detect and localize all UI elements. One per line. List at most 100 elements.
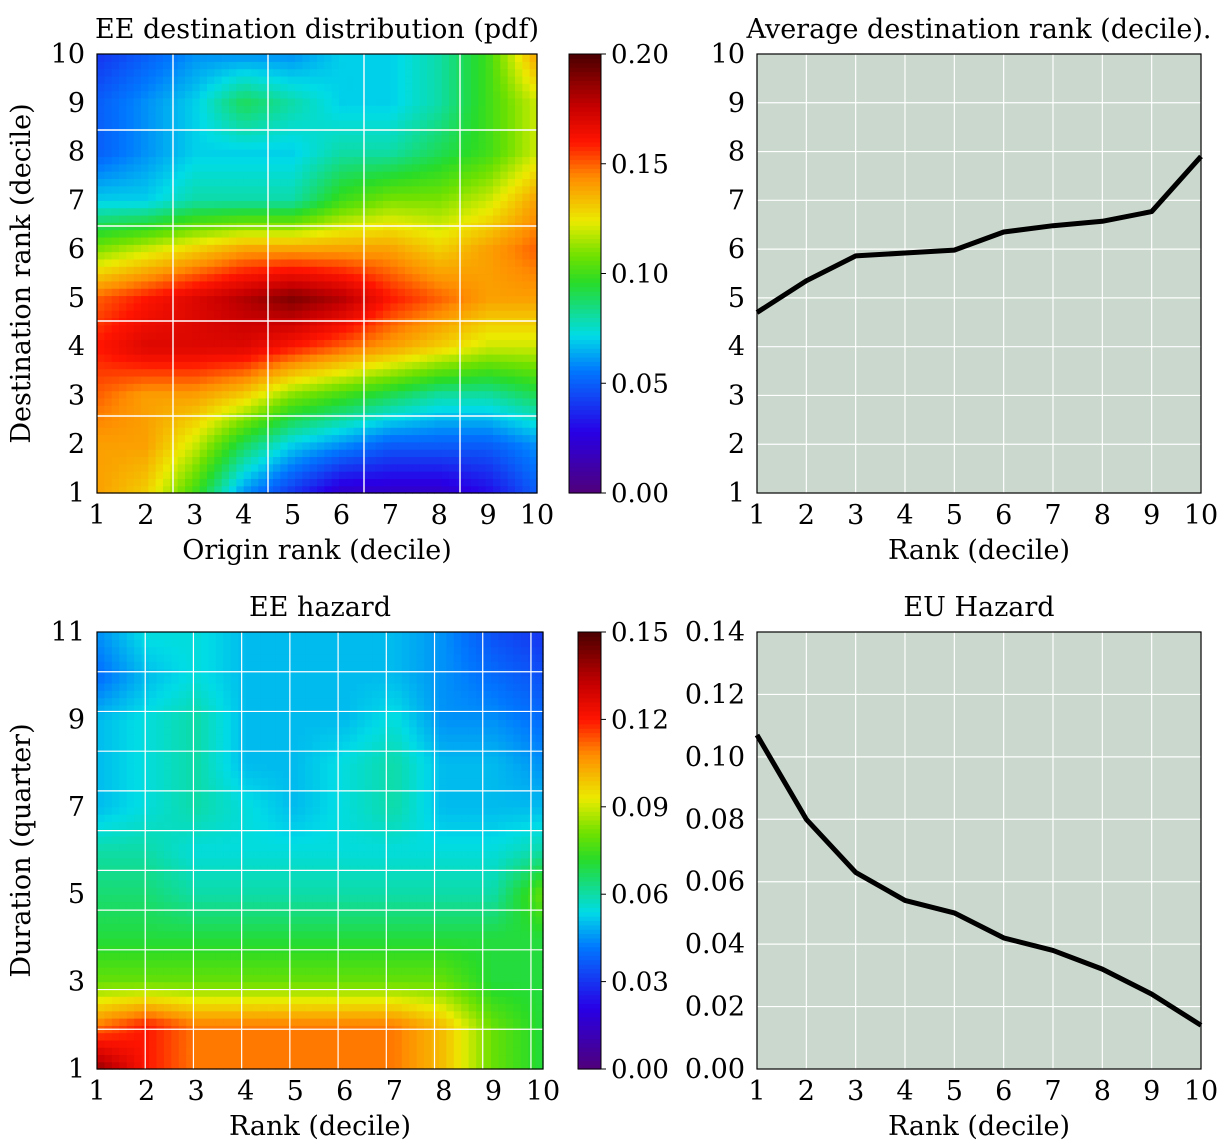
colorbar-step xyxy=(569,168,601,174)
heatmap-cell xyxy=(342,1018,351,1026)
heatmap-cell xyxy=(312,1039,321,1048)
heatmap-cell xyxy=(498,981,507,990)
heatmap-cell xyxy=(405,97,413,106)
heatmap-cell xyxy=(236,112,245,121)
heatmap-cell xyxy=(346,119,355,128)
heatmap-cell xyxy=(229,361,237,370)
heatmap-cell xyxy=(245,981,254,990)
heatmap-cell xyxy=(424,923,433,932)
heatmap-cell xyxy=(214,214,223,223)
heatmap-cell xyxy=(320,937,329,946)
heatmap-cell xyxy=(478,251,487,260)
heatmap-cell xyxy=(309,163,318,172)
heatmap-cell xyxy=(251,134,259,143)
heatmap-cell xyxy=(111,427,120,436)
heatmap-cell xyxy=(148,193,157,201)
heatmap-cell xyxy=(412,119,421,128)
heatmap-cell xyxy=(273,405,281,414)
heatmap-cell xyxy=(368,207,377,216)
heatmap-cell xyxy=(441,156,450,165)
heatmap-cell xyxy=(126,390,135,399)
heatmap-cell xyxy=(483,923,492,932)
heatmap-cell xyxy=(401,930,410,939)
heatmap-cell xyxy=(305,996,314,1005)
heatmap-cell xyxy=(273,178,281,187)
heatmap-cell xyxy=(463,361,472,370)
heatmap-cell xyxy=(104,1010,113,1019)
heatmap-cell xyxy=(178,1010,187,1019)
heatmap-cell xyxy=(449,441,457,450)
heatmap-cell xyxy=(243,141,252,150)
heatmap-cell xyxy=(273,368,281,377)
heatmap-cell xyxy=(177,441,186,450)
heatmap-cell xyxy=(431,1054,440,1063)
heatmap-cell xyxy=(199,251,208,260)
heatmap-cell xyxy=(229,310,237,318)
heatmap-cell xyxy=(199,390,208,399)
heatmap-cell xyxy=(379,959,388,968)
heatmap-cell xyxy=(401,1047,410,1056)
heatmap-cell xyxy=(214,478,223,487)
heatmap-cell xyxy=(446,1047,455,1056)
heatmap-cell xyxy=(104,178,113,187)
heatmap-cell xyxy=(199,141,208,150)
heatmap-cell xyxy=(141,214,149,223)
heatmap-cell xyxy=(265,434,274,443)
heatmap-cell xyxy=(302,141,311,150)
heatmap-cell xyxy=(170,397,179,406)
heatmap-cell xyxy=(427,266,435,275)
heatmap-cell xyxy=(478,97,487,106)
heatmap-cell xyxy=(412,288,421,297)
heatmap-cell xyxy=(405,273,413,282)
heatmap-cell xyxy=(243,280,252,289)
heatmap-cell xyxy=(361,288,369,297)
colorbar-step xyxy=(569,348,601,354)
heatmap-cell xyxy=(163,141,171,150)
heatmap-cell xyxy=(214,112,223,121)
heatmap-cell xyxy=(149,1003,158,1012)
heatmap-cell xyxy=(419,478,428,487)
heatmap-cell xyxy=(353,200,362,209)
heatmap-cell xyxy=(353,163,362,172)
heatmap-cell xyxy=(485,75,494,84)
heatmap-cell xyxy=(133,54,142,62)
heatmap-cell xyxy=(505,945,514,954)
heatmap-cell xyxy=(317,397,325,406)
heatmap-cell xyxy=(361,471,369,479)
heatmap-cell xyxy=(507,200,516,209)
heatmap-cell xyxy=(141,332,149,340)
heatmap-cell xyxy=(192,463,201,472)
heatmap-cell xyxy=(97,244,105,253)
heatmap-cell xyxy=(199,419,208,428)
heatmap-cell xyxy=(133,156,142,165)
heatmap-cell xyxy=(441,207,450,216)
heatmap-cell xyxy=(493,119,501,128)
heatmap-cell xyxy=(515,200,523,209)
heatmap-cell xyxy=(215,981,224,990)
heatmap-cell xyxy=(260,945,269,954)
heatmap-cell xyxy=(353,463,362,472)
heatmap-cell xyxy=(230,945,239,954)
heatmap-cell xyxy=(478,266,487,275)
heatmap-cell xyxy=(111,185,120,194)
heatmap-cell xyxy=(126,207,135,216)
heatmap-cell xyxy=(236,149,245,158)
heatmap-cell xyxy=(260,981,269,990)
heatmap-cell xyxy=(364,974,373,983)
heatmap-cell xyxy=(290,937,299,946)
heatmap-cell xyxy=(383,156,391,165)
heatmap-cell xyxy=(111,390,120,399)
heatmap-cell xyxy=(302,346,311,355)
heatmap-cell xyxy=(463,302,472,311)
plot-background xyxy=(757,54,1201,493)
heatmap-cell xyxy=(273,112,281,121)
heatmap-cell xyxy=(515,236,523,245)
colorbar-step xyxy=(569,89,601,95)
heatmap-cell xyxy=(141,141,149,150)
heatmap-cell xyxy=(331,127,340,136)
heatmap-cell xyxy=(394,988,403,997)
heatmap-cell xyxy=(405,61,413,70)
heatmap-cell xyxy=(280,324,289,333)
heatmap-cell xyxy=(317,258,325,267)
